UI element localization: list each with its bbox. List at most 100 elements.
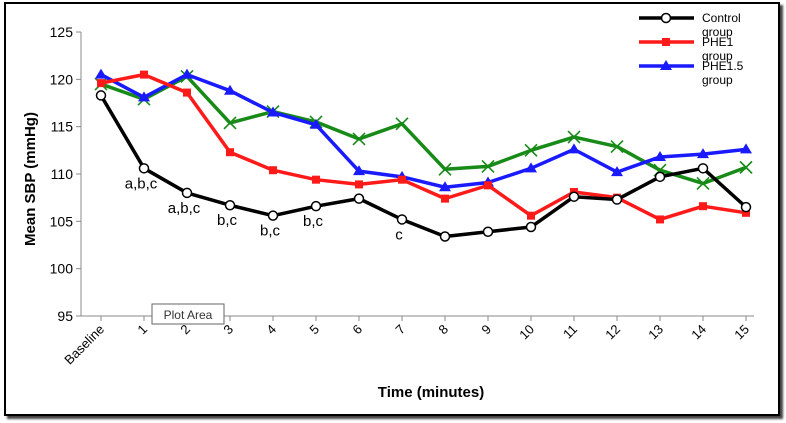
circle-marker (224, 199, 236, 211)
x-marker (567, 130, 581, 144)
circle-marker (611, 194, 623, 205)
axes (76, 31, 754, 321)
triangle-marker (740, 143, 752, 154)
x-tick-label: 14 (688, 322, 709, 343)
x-marker (438, 162, 452, 176)
triangle-marker (654, 150, 666, 161)
significance-label: a,b,c (168, 200, 201, 217)
series (94, 68, 753, 242)
x-tick-label: 4 (263, 322, 279, 338)
y-axis-title: Mean SBP (mmHg) (22, 112, 39, 246)
significance-label: a,b,c (125, 175, 158, 192)
legend-label: group (702, 25, 733, 39)
square-marker (398, 175, 406, 184)
square-marker (226, 148, 234, 157)
circle-marker (660, 12, 672, 24)
chart-frame: 95 100 105 110 115 120 125 Baseline 1 2 3 4 5 6 7 8 9 10 1… (4, 2, 780, 416)
x-tick-label: 13 (645, 322, 666, 343)
square-marker (742, 208, 750, 217)
significance-label: b,c (217, 212, 238, 229)
triangle-marker (95, 68, 107, 79)
series-line (99, 94, 748, 239)
x-marker (524, 143, 538, 157)
circle-marker (568, 191, 580, 202)
x-marker (352, 132, 366, 146)
circle-marker (267, 210, 279, 221)
circle-marker (654, 171, 666, 183)
y-tick-label: 100 (50, 261, 74, 277)
y-tick-label: 95 (57, 308, 73, 324)
triangle-marker (697, 148, 709, 159)
square-marker (441, 194, 449, 203)
y-tick-label: 115 (51, 119, 74, 135)
square-marker (97, 79, 105, 88)
x-tick-label: 1 (134, 322, 150, 338)
triangle-marker (267, 106, 279, 117)
circle-marker (353, 193, 365, 204)
square-marker (269, 166, 277, 175)
x-marker (481, 159, 495, 173)
circle-marker (525, 221, 537, 233)
square-marker (312, 175, 320, 184)
circle-marker (697, 163, 709, 174)
x-marker (696, 176, 710, 191)
triangle-marker (138, 91, 150, 102)
circle-marker (482, 226, 494, 237)
triangle-marker (310, 118, 322, 129)
plot-area-tooltip: Plot Area (151, 303, 225, 325)
circle-marker (396, 214, 408, 225)
square-marker (183, 88, 191, 97)
triangle-marker (611, 166, 623, 177)
square-marker (140, 70, 148, 79)
square-marker (527, 211, 535, 220)
legend-label: PHE1 (702, 35, 734, 49)
series-line (100, 72, 747, 222)
triangle-marker (353, 165, 365, 176)
legend-label: group (702, 49, 733, 63)
x-tick-label: 5 (306, 322, 322, 338)
series-line (100, 72, 747, 190)
series-1 (95, 90, 752, 242)
annotations: a,b,c a,b,c b,c b,c b,c c (125, 175, 404, 243)
tooltip-background (151, 303, 225, 325)
legend-label: group (702, 73, 733, 87)
x-tick-label: 11 (560, 322, 580, 342)
y-tick-label: 125 (50, 24, 74, 40)
square-marker (484, 181, 492, 190)
legend-label: Control (702, 11, 741, 25)
x-tick-label: Baseline (61, 322, 107, 368)
y-tick-label: 120 (50, 71, 74, 87)
circle-marker (310, 200, 322, 212)
circle-marker (138, 163, 150, 174)
series-4 (94, 69, 753, 191)
series-line (100, 74, 747, 186)
x-tick-label: 15 (731, 322, 752, 343)
x-marker (739, 160, 753, 174)
x-tick-label: 10 (516, 322, 537, 343)
y-tick-label: 105 (50, 213, 74, 229)
circle-marker (439, 231, 451, 242)
x-tick-label: 8 (435, 322, 451, 338)
x-tick-label: 12 (602, 322, 623, 343)
legend-label: PHE1.5 (702, 59, 744, 73)
triangle-marker (181, 68, 193, 79)
tooltip-text: Plot Area (164, 308, 213, 322)
triangle-marker (568, 143, 580, 154)
x-marker (395, 117, 409, 131)
significance-label: b,c (303, 213, 324, 230)
circle-marker (181, 187, 193, 199)
series-3 (95, 68, 752, 192)
triangle-marker (660, 60, 672, 70)
triangle-marker (525, 162, 537, 173)
square-marker (662, 38, 670, 46)
x-tick-label: 9 (478, 322, 494, 338)
square-marker (656, 215, 664, 224)
x-marker (223, 116, 237, 130)
significance-label: c (395, 226, 403, 243)
significance-label: b,c (260, 223, 281, 240)
square-marker (355, 180, 363, 189)
